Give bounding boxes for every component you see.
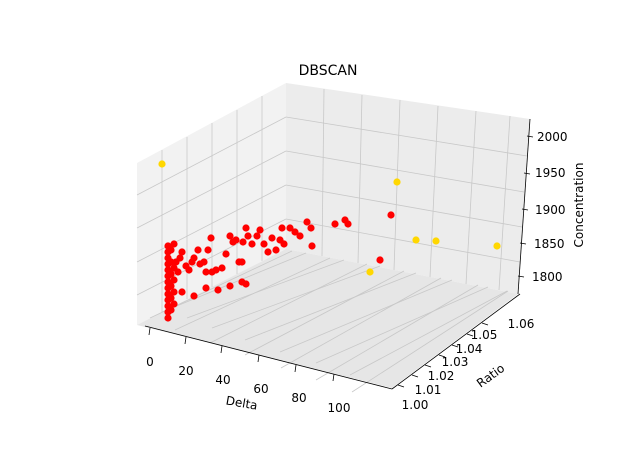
cluster-point — [170, 300, 178, 308]
cluster-point — [218, 264, 226, 272]
cluster-point — [232, 236, 240, 244]
cluster-point — [244, 232, 252, 240]
cluster-point — [291, 228, 299, 236]
cluster-point — [264, 248, 272, 256]
x-axis-label: Delta — [225, 393, 259, 412]
cluster-point — [376, 256, 384, 264]
axis-edges — [144, 118, 531, 390]
y-axis-label: Ratio — [474, 361, 507, 390]
z-tick-labels: 1800 1850 1900 1950 2000 — [532, 130, 568, 284]
z-tick-label: 2000 — [537, 130, 568, 144]
y-tick-label: 1.01 — [415, 383, 442, 397]
cluster-point — [286, 224, 294, 232]
cluster-point — [194, 246, 202, 254]
cluster-point — [253, 232, 261, 240]
x-tick-label: 0 — [146, 355, 154, 369]
chart-title: DBSCAN — [299, 63, 358, 79]
z-tick-label: 1900 — [535, 203, 566, 217]
cluster-point — [239, 238, 247, 246]
z-tick-label: 1800 — [532, 270, 563, 284]
cluster-point — [214, 286, 222, 294]
cluster-point — [167, 294, 175, 302]
cluster-point — [190, 292, 198, 300]
y-tick-label: 1.05 — [471, 328, 498, 342]
z-axis-label: Concentration — [572, 163, 586, 248]
cluster-point — [176, 254, 184, 262]
cluster-point — [256, 226, 264, 234]
cluster-point — [387, 211, 395, 219]
cluster-point — [272, 246, 280, 254]
cluster-point — [238, 258, 246, 266]
x-tick-label: 20 — [178, 364, 193, 378]
cluster-point — [307, 224, 315, 232]
cluster-point — [202, 268, 210, 276]
cluster-point — [242, 280, 250, 288]
y-axis-line — [391, 293, 521, 390]
cluster-point — [344, 220, 352, 228]
z-tick-label: 1850 — [534, 237, 565, 251]
y-tick-label: 1.06 — [508, 317, 535, 331]
cluster-point — [303, 218, 311, 226]
cluster-point — [296, 232, 304, 240]
x-tick-labels: 0 20 40 60 80 100 — [146, 355, 350, 415]
cluster-point — [222, 250, 230, 258]
cluster-point — [202, 284, 210, 292]
cluster-point — [226, 232, 234, 240]
grid-lines — [136, 88, 528, 393]
x-axis-line — [144, 325, 393, 390]
cluster-point — [170, 240, 178, 248]
cluster-point — [248, 240, 256, 248]
cluster-point — [167, 306, 175, 314]
cluster-point — [207, 234, 215, 242]
cluster-point — [260, 240, 268, 248]
x-tick-label: 80 — [291, 391, 306, 405]
cluster-point — [164, 314, 172, 322]
cluster-point — [167, 270, 175, 278]
cluster-point — [331, 220, 339, 228]
noise-point — [393, 178, 401, 186]
cluster-point — [242, 224, 250, 232]
cluster-point — [167, 282, 175, 290]
noise-point — [412, 236, 420, 244]
cluster-point — [268, 234, 276, 242]
noise-point — [158, 160, 166, 168]
cluster-point — [167, 258, 175, 266]
cluster-point — [308, 242, 316, 250]
noise-point — [493, 242, 501, 250]
scatter-points — [158, 160, 501, 322]
cluster-point — [170, 276, 178, 284]
cluster-point — [280, 240, 288, 248]
y-tick-label: 1.02 — [428, 369, 455, 383]
x-tick-label: 100 — [328, 401, 351, 415]
noise-point — [366, 268, 374, 276]
axis-ticks — [148, 135, 534, 388]
cluster-point — [208, 268, 216, 276]
cluster-point — [226, 282, 234, 290]
y-tick-label: 1.00 — [402, 398, 429, 412]
cluster-point — [167, 246, 175, 254]
cluster-point — [174, 268, 182, 276]
y-tick-label: 1.03 — [442, 355, 469, 369]
noise-point — [432, 237, 440, 245]
y-tick-label: 1.04 — [456, 342, 483, 356]
right-back-pane — [286, 83, 530, 294]
z-tick-label: 1950 — [535, 166, 566, 180]
cluster-point — [200, 258, 208, 266]
z-axis-line — [517, 118, 531, 295]
cluster-point — [204, 246, 212, 254]
cluster-point — [170, 288, 178, 296]
cluster-point — [178, 248, 186, 256]
x-tick-label: 60 — [253, 382, 268, 396]
cluster-point — [178, 288, 186, 296]
y-tick-labels: 1.00 1.01 1.02 1.03 1.04 1.05 1.06 — [402, 317, 535, 412]
cluster-point — [185, 266, 193, 274]
x-tick-label: 40 — [215, 373, 230, 387]
cluster-point — [278, 224, 286, 232]
cluster-point — [190, 254, 198, 262]
